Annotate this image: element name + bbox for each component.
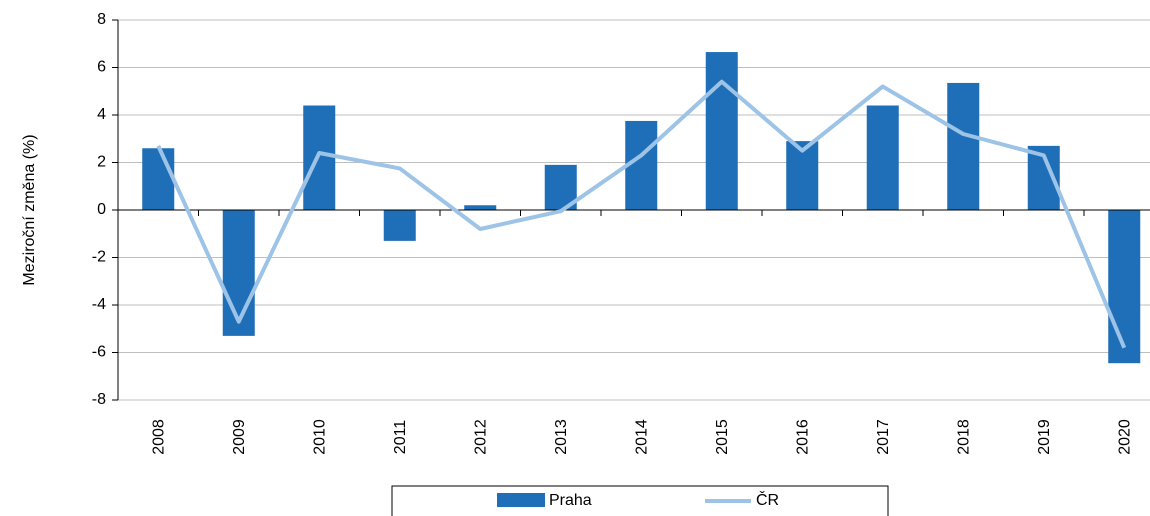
y-tick-label: -2 xyxy=(92,249,106,266)
y-tick-label: 8 xyxy=(97,11,106,28)
y-tick-label: 0 xyxy=(97,201,106,218)
bar xyxy=(464,205,497,210)
y-tick-label: -4 xyxy=(92,296,106,313)
legend-swatch xyxy=(497,493,545,507)
bar xyxy=(625,120,658,210)
legend-box xyxy=(391,485,889,516)
x-tick-label: 2016 xyxy=(794,419,811,455)
x-tick-label: 2010 xyxy=(311,419,328,455)
x-tick-label: 2020 xyxy=(1116,419,1133,455)
bar xyxy=(142,148,175,210)
x-tick-label: 2013 xyxy=(553,419,570,455)
bar xyxy=(947,82,980,210)
x-tick-label: 2008 xyxy=(150,419,167,455)
y-axis-label: Meziroční změna (%) xyxy=(21,134,38,285)
legend-label: Praha xyxy=(549,492,592,509)
bar xyxy=(705,52,738,210)
x-tick-label: 2019 xyxy=(1036,419,1053,455)
bar xyxy=(303,105,336,210)
bar xyxy=(866,105,899,210)
y-tick-label: 2 xyxy=(97,154,106,171)
y-tick-label: 4 xyxy=(97,106,106,123)
y-tick-label: -6 xyxy=(92,344,106,361)
x-tick-label: 2015 xyxy=(714,419,731,455)
x-tick-label: 2017 xyxy=(875,419,892,455)
x-tick-label: 2011 xyxy=(392,420,409,455)
legend-label: ČR xyxy=(756,490,779,509)
bar xyxy=(383,210,416,241)
y-tick-label: 6 xyxy=(97,59,106,76)
x-tick-label: 2012 xyxy=(472,419,489,455)
x-tick-label: 2014 xyxy=(633,419,650,455)
x-tick-label: 2009 xyxy=(231,419,248,455)
bar xyxy=(222,210,255,336)
x-tick-label: 2018 xyxy=(955,419,972,455)
bar xyxy=(1108,210,1141,364)
line xyxy=(156,79,1127,349)
y-tick-label: -8 xyxy=(92,391,106,408)
